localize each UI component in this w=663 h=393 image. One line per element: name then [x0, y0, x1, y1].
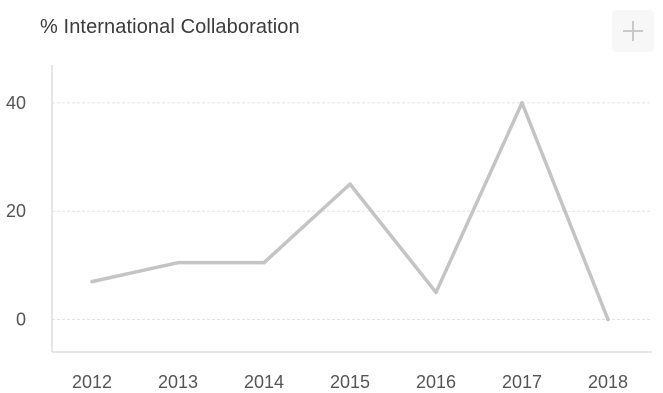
- x-tick-label: 2014: [244, 372, 284, 392]
- y-tick-label: 20: [6, 201, 26, 221]
- y-tick-label: 40: [6, 93, 26, 113]
- data-point: [348, 182, 352, 186]
- axis-layer: [51, 65, 652, 353]
- data-point: [520, 101, 524, 105]
- grid-layer: [52, 102, 652, 321]
- x-tick-label: 2016: [416, 372, 456, 392]
- x-tick-label: 2013: [158, 372, 198, 392]
- data-point: [262, 260, 266, 265]
- series-layer: [90, 101, 610, 322]
- label-layer: 0 20 40 2012 2013 2014 2015 2016 2017 2018: [6, 93, 628, 392]
- x-tick-label: 2012: [72, 372, 112, 392]
- chart-title: % International Collaboration: [40, 16, 300, 38]
- data-point: [176, 260, 180, 265]
- plus-icon: [623, 21, 643, 41]
- x-tick-label: 2018: [588, 372, 628, 392]
- data-point: [434, 290, 438, 295]
- add-button[interactable]: [612, 10, 654, 52]
- data-point: [606, 317, 610, 322]
- data-point: [90, 279, 94, 284]
- x-tick-label: 2015: [330, 372, 370, 392]
- x-tick-label: 2017: [502, 372, 542, 392]
- y-tick-label: 0: [16, 310, 26, 330]
